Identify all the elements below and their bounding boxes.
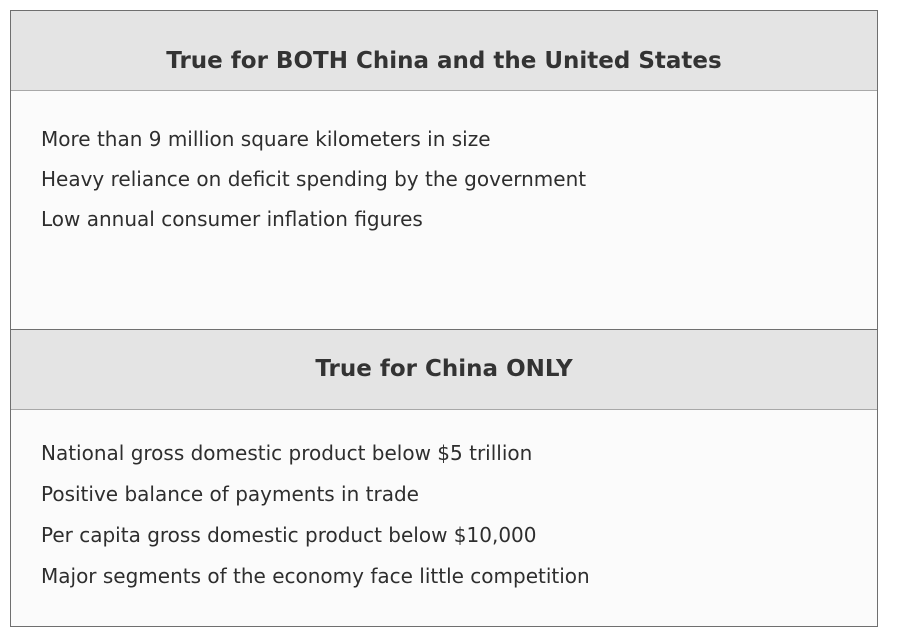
- section-heading-china-only-text: True for China ONLY: [315, 356, 573, 382]
- list-item: Heavy reliance on deficit spending by th…: [41, 167, 587, 191]
- section-heading-china-only: True for China ONLY: [11, 329, 877, 410]
- section-body-both: More than 9 million square kilometers in…: [11, 91, 877, 329]
- section-heading-both: True for BOTH China and the United State…: [11, 11, 877, 91]
- list-item: More than 9 million square kilometers in…: [41, 127, 491, 151]
- comparison-table: True for BOTH China and the United State…: [10, 10, 878, 627]
- list-item: National gross domestic product below $5…: [41, 441, 533, 465]
- list-item: Positive balance of payments in trade: [41, 482, 419, 506]
- list-item: Major segments of the economy face littl…: [41, 564, 590, 588]
- section-heading-both-text: True for BOTH China and the United State…: [166, 48, 722, 74]
- list-item: Per capita gross domestic product below …: [41, 523, 537, 547]
- section-body-china-only: National gross domestic product below $5…: [11, 410, 877, 597]
- list-item: Low annual consumer inflation figures: [41, 207, 423, 231]
